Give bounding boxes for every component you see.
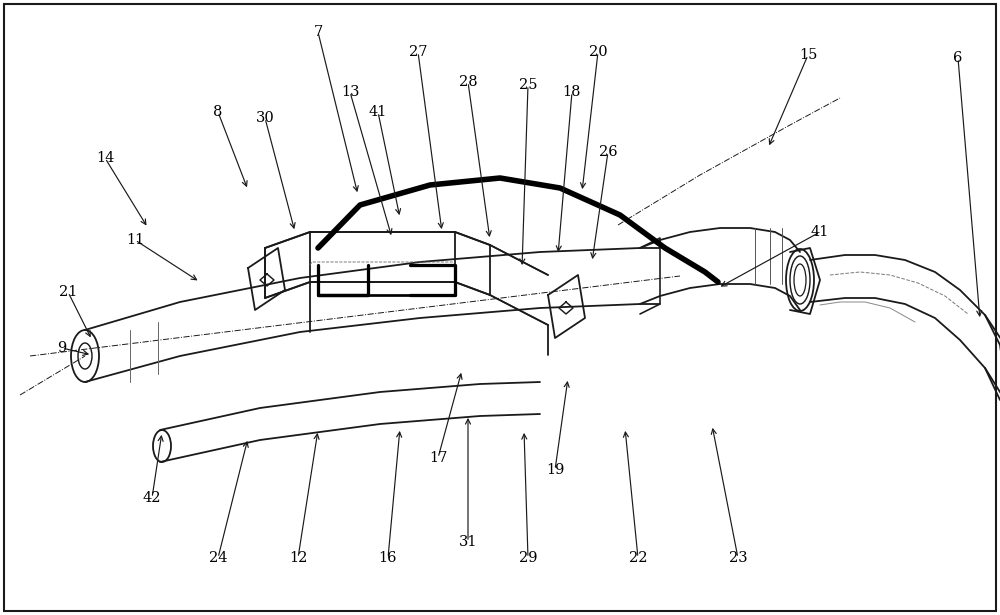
Text: 42: 42 [143,491,161,505]
Text: 11: 11 [126,233,144,247]
Text: 20: 20 [589,45,607,59]
Text: 6: 6 [953,51,963,65]
Text: 16: 16 [379,551,397,565]
Text: 29: 29 [519,551,537,565]
Text: 27: 27 [409,45,427,59]
Text: 25: 25 [519,78,537,92]
Text: 17: 17 [429,451,447,465]
Text: 23: 23 [729,551,747,565]
Text: 22: 22 [629,551,647,565]
Text: 21: 21 [59,285,77,299]
Text: 15: 15 [799,48,817,62]
Text: 7: 7 [313,25,323,39]
Text: 30: 30 [256,111,274,125]
Text: 14: 14 [96,151,114,165]
Text: 8: 8 [213,105,223,119]
Text: 18: 18 [563,85,581,99]
Text: 13: 13 [341,85,359,99]
Text: 19: 19 [546,463,564,477]
Text: 28: 28 [459,75,477,89]
Text: 24: 24 [209,551,227,565]
Text: 41: 41 [369,105,387,119]
Text: 26: 26 [599,145,617,159]
Text: 41: 41 [811,225,829,239]
Text: 31: 31 [459,535,477,549]
Text: 9: 9 [57,341,67,355]
Text: 12: 12 [289,551,307,565]
